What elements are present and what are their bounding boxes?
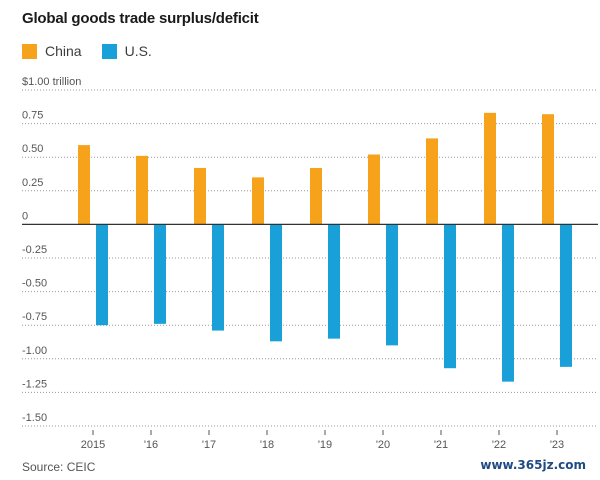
- watermark: www.365jz.com: [476, 456, 590, 474]
- legend-label-us: U.S.: [124, 43, 152, 59]
- bar-china: [426, 138, 438, 225]
- bar-us: [270, 224, 282, 342]
- bar-china: [252, 177, 264, 225]
- x-axis-ticks: 2015 '16 '17 '18 '19 '20 '21 '22 '23: [81, 430, 564, 451]
- y-tick-label: -0.25: [22, 244, 47, 256]
- bar-china: [484, 112, 496, 225]
- source-note: Source: CEIC: [22, 460, 96, 474]
- bar-us: [96, 224, 108, 326]
- bar-us: [154, 224, 166, 324]
- x-tick-label: '22: [492, 439, 506, 451]
- y-tick-label: 0.75: [22, 110, 43, 122]
- chart-legend: China U.S.: [22, 43, 152, 59]
- x-tick-label: '23: [550, 439, 564, 451]
- legend-item-us: U.S.: [101, 43, 152, 59]
- bar-us: [212, 224, 224, 331]
- legend-item-china: China: [22, 43, 82, 59]
- chart-title: Global goods trade surplus/deficit: [22, 10, 259, 27]
- x-tick-label: '19: [318, 439, 332, 451]
- y-tick-label: -1.25: [22, 378, 47, 390]
- y-tick-label: $1.00 trillion: [22, 76, 81, 88]
- gridlines: [22, 89, 598, 427]
- bar-china: [310, 167, 322, 225]
- y-tick-label: 0.50: [22, 143, 43, 155]
- bar-series: [78, 112, 572, 382]
- x-tick-label: '20: [376, 439, 390, 451]
- y-axis-tick-labels: $1.00 trillion 0.75 0.50 0.25 0 -0.25 -0.50 -0.…: [22, 76, 81, 424]
- legend-swatch-us: [101, 43, 117, 59]
- x-tick-label: '16: [144, 439, 158, 451]
- legend-label-china: China: [45, 43, 82, 59]
- y-tick-label: -0.75: [22, 311, 47, 323]
- bar-china: [542, 114, 554, 225]
- bar-china: [368, 154, 380, 225]
- bar-china: [194, 167, 206, 225]
- x-tick-label: '21: [434, 439, 448, 451]
- y-tick-label: -1.00: [22, 345, 47, 357]
- bar-us: [502, 224, 514, 382]
- bar-us: [328, 224, 340, 339]
- bar-us: [444, 224, 456, 369]
- x-tick-label: 2015: [81, 439, 105, 451]
- x-tick-label: '18: [260, 439, 274, 451]
- y-tick-label: 0: [22, 210, 28, 222]
- bar-us: [386, 224, 398, 346]
- legend-swatch-china: [22, 43, 37, 59]
- bar-us: [560, 224, 572, 367]
- bar-china: [78, 145, 90, 225]
- bar-china: [136, 155, 148, 225]
- y-tick-label: -1.50: [22, 412, 47, 424]
- x-tick-label: '17: [202, 439, 216, 451]
- y-tick-label: 0.25: [22, 177, 43, 189]
- y-tick-label: -0.50: [22, 278, 47, 290]
